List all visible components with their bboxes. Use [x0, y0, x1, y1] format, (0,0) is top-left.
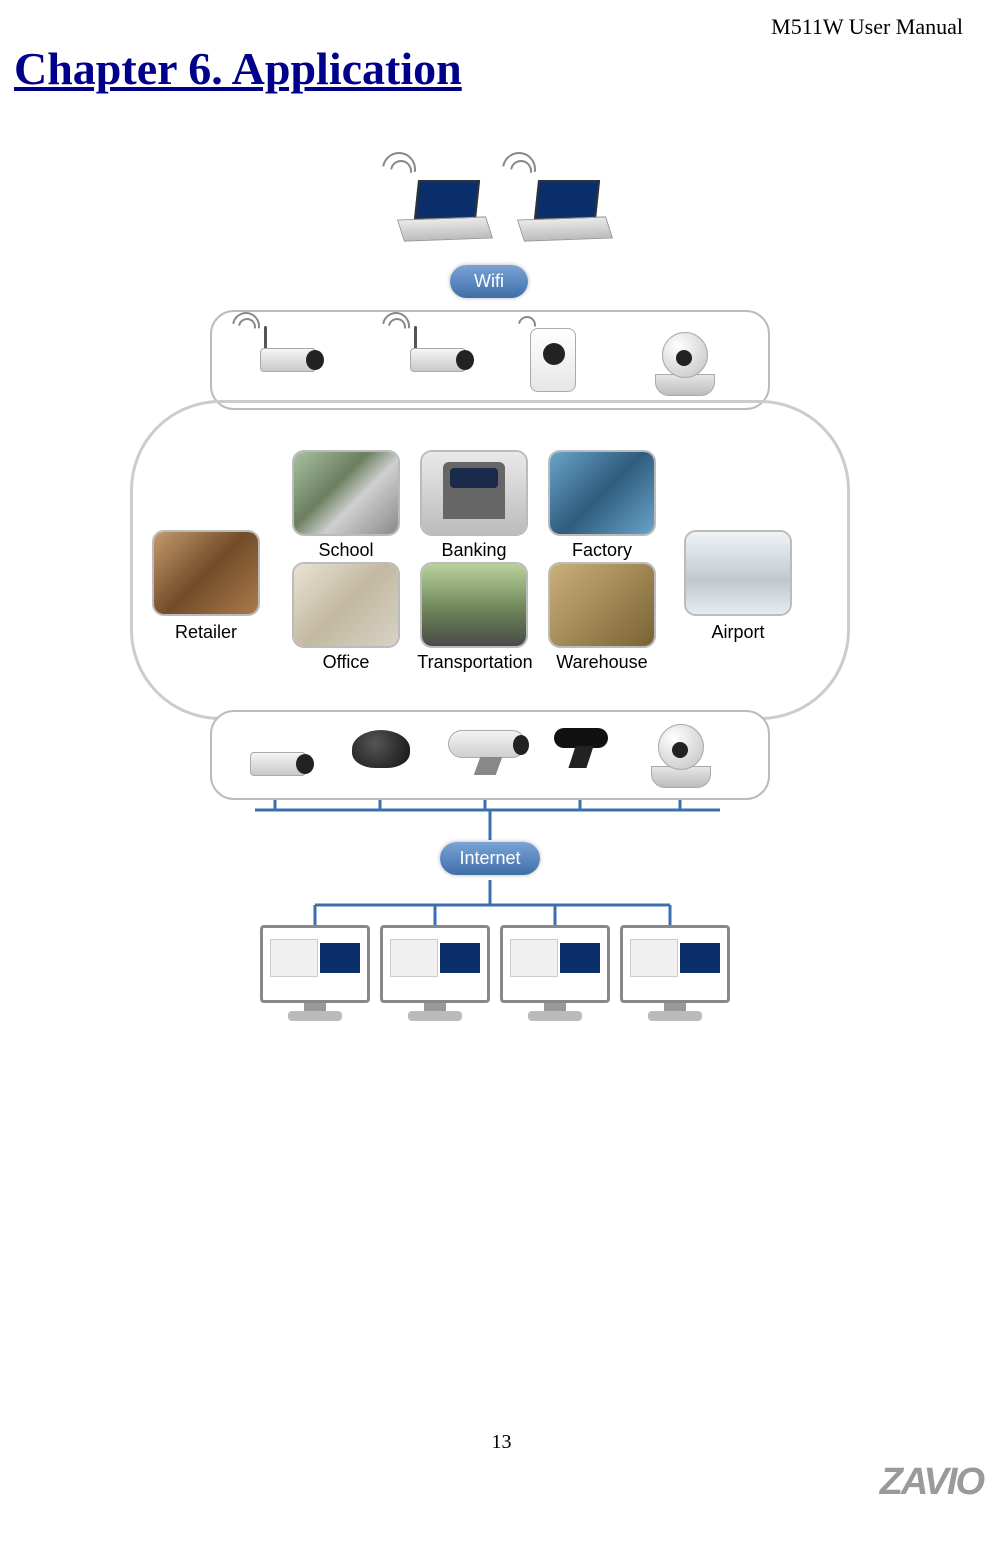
scene-factory: [548, 450, 656, 536]
scene-office: [292, 562, 400, 648]
chapter-title: Chapter 6. Application: [14, 42, 462, 95]
doc-header: M511W User Manual: [771, 14, 963, 40]
application-diagram: Wifi School Banking Factory Retailer Air…: [80, 130, 923, 1048]
box-camera-icon: [240, 730, 320, 786]
scene-retailer: [152, 530, 260, 616]
bullet-camera-icon: [554, 728, 608, 748]
client-monitor-icon: [500, 925, 610, 1025]
ptz-camera-icon: [646, 718, 716, 788]
label-school: School: [292, 540, 400, 561]
scene-banking: [420, 450, 528, 536]
label-warehouse: Warehouse: [548, 652, 656, 673]
scene-school: [292, 450, 400, 536]
ip-camera-icon: [400, 326, 480, 382]
client-monitor-icon: [620, 925, 730, 1025]
label-banking: Banking: [420, 540, 528, 561]
internet-pill: Internet: [440, 842, 540, 875]
scene-warehouse: [548, 562, 656, 648]
dome-camera-icon: [352, 730, 410, 768]
brand-logo: ZAVIO: [880, 1461, 983, 1504]
label-office: Office: [292, 652, 400, 673]
label-transportation: Transportation: [410, 652, 540, 673]
scene-transportation: [420, 562, 528, 648]
bullet-camera-icon: [448, 730, 526, 758]
label-airport: Airport: [684, 622, 792, 643]
page-number: 13: [0, 1431, 1003, 1454]
client-monitor-icon: [380, 925, 490, 1025]
client-monitor-icon: [260, 925, 370, 1025]
ptz-camera-icon: [650, 326, 720, 396]
ip-camera-icon: [250, 326, 330, 382]
laptop-icon: [520, 180, 610, 244]
label-factory: Factory: [548, 540, 656, 561]
scene-airport: [684, 530, 792, 616]
wifi-pill: Wifi: [450, 265, 528, 298]
label-retailer: Retailer: [152, 622, 260, 643]
cube-camera-icon: [530, 328, 576, 392]
laptop-icon: [400, 180, 490, 244]
